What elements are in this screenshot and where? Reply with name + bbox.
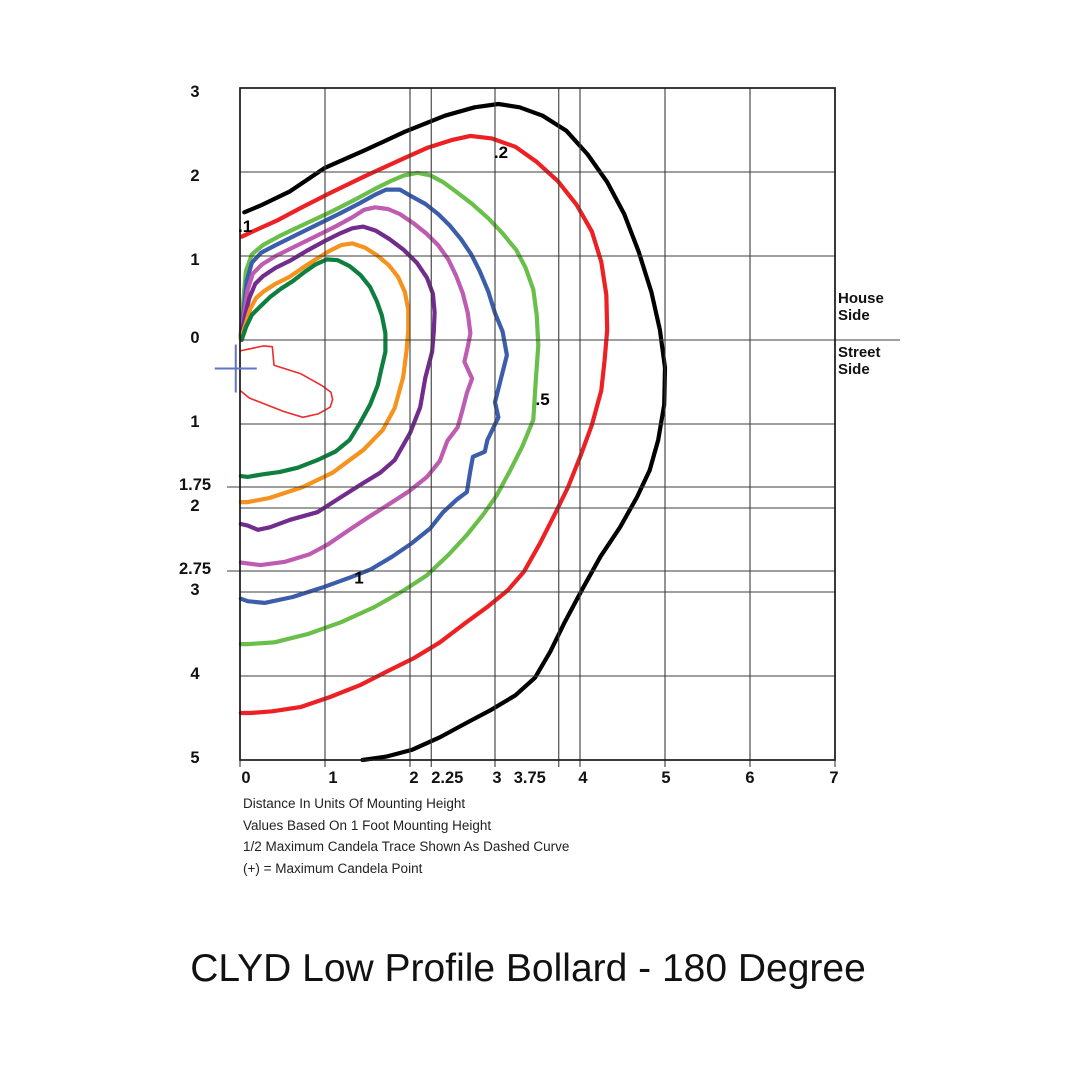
x-tick-label-7: 7	[829, 769, 838, 787]
footnote-distance-units: Distance In Units Of Mounting Height	[243, 796, 466, 811]
contour-0-5	[238, 170, 541, 647]
plot-border	[239, 87, 836, 761]
x-tick-label-4: 4	[578, 769, 588, 787]
x-tick-label-2: 2	[409, 769, 418, 787]
y-tick-label-street-2: 2	[190, 497, 199, 515]
x-tick-label-3.75: 3.75	[514, 769, 546, 787]
street-side-line1: Street	[838, 344, 881, 361]
y-tick-label-house-3: 3	[190, 83, 199, 101]
y-tick-label-street-3: 3	[190, 581, 199, 599]
street-side-label: Street Side	[838, 344, 881, 378]
half-max-candela-trace	[239, 345, 334, 419]
y-tick-label-street-2.75: 2.75	[179, 560, 211, 578]
y-tick-label-street-4: 4	[190, 665, 200, 683]
contour-inner-3	[238, 241, 411, 505]
x-tick-label-5: 5	[661, 769, 670, 787]
page-title: CLYD Low Profile Bollard - 180 Degree	[190, 947, 866, 990]
contour-label-.1: .1	[238, 217, 252, 236]
y-tick-label-house-1: 1	[190, 251, 199, 269]
footnote-mounting-height: Values Based On 1 Foot Mounting Height	[243, 817, 492, 833]
y-tick-label-house-2: 2	[190, 167, 199, 185]
x-tick-label-6: 6	[745, 769, 754, 787]
contour-label-.2: .2	[494, 143, 508, 162]
footnote-half-max-trace: 1/2 Maximum Candela Trace Shown As Dashe…	[243, 839, 570, 855]
contour-inner-2	[238, 224, 437, 532]
contour-0-2	[238, 133, 610, 716]
x-tick-label-2.25: 2.25	[431, 769, 463, 787]
footnotes: Distance In Units Of Mounting Height Val…	[243, 793, 569, 879]
house-side-line1: House	[838, 290, 884, 307]
contour-inner-1	[238, 205, 475, 568]
y-tick-label-street-1.75: 1.75	[179, 476, 211, 494]
contour-inner-4	[238, 257, 388, 479]
x-tick-label-3: 3	[492, 769, 501, 787]
y-tick-label-house-0: 0	[190, 329, 199, 347]
contour-label-1: 1	[354, 569, 363, 588]
house-side-label: House Side	[838, 290, 884, 324]
footnote-max-candela: (+) = Maximum Candela Point	[243, 860, 423, 876]
x-tick-label-0: 0	[241, 769, 250, 787]
contour-1	[238, 187, 509, 606]
y-tick-label-street-1: 1	[190, 413, 199, 431]
y-tick-label-street-5: 5	[190, 749, 199, 767]
street-side-line2: Side	[838, 360, 870, 378]
contour-0-1	[242, 101, 668, 763]
house-side-line2: Side	[838, 306, 870, 324]
x-tick-label-1: 1	[328, 769, 337, 787]
contour-label-.5: .5	[536, 390, 550, 409]
